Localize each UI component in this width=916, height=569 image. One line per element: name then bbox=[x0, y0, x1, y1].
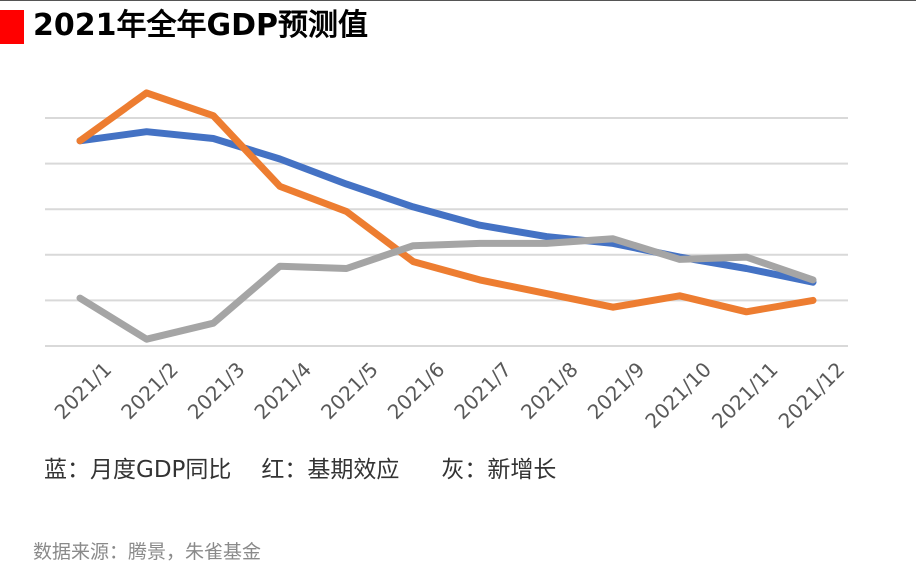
series-lines bbox=[76, 89, 817, 343]
title-accent-bar bbox=[0, 10, 24, 44]
legend-blue: 蓝：月度GDP同比 bbox=[44, 457, 232, 483]
series-line-orange bbox=[76, 89, 817, 316]
x-tick-label: 2021/7 bbox=[449, 357, 516, 424]
x-tick-label: 2021/10 bbox=[640, 357, 716, 433]
legend-gray: 灰：新增长 bbox=[441, 457, 557, 483]
x-tick-label: 2021/2 bbox=[116, 357, 183, 424]
data-source: 数据来源：腾景，朱雀基金 bbox=[33, 541, 262, 563]
legend: 蓝：月度GDP同比 红：基期效应 灰：新增长 bbox=[44, 452, 556, 488]
legend-red: 红：基期效应 bbox=[261, 457, 400, 483]
x-tick-label: 2021/6 bbox=[383, 357, 450, 424]
x-tick-label: 2021/4 bbox=[249, 357, 316, 424]
x-tick-labels: 2021/1 2021/2 2021/3 2021/4 2021/5 2021/6 2021… bbox=[50, 357, 850, 433]
x-tick-label: 2021/5 bbox=[316, 357, 383, 424]
x-tick-label: 2021/3 bbox=[183, 357, 250, 424]
x-tick-label: 2021/1 bbox=[50, 357, 117, 424]
x-tick-label: 2021/12 bbox=[774, 357, 850, 433]
series-line-gray bbox=[76, 235, 817, 343]
x-tick-label: 2021/8 bbox=[516, 357, 583, 424]
gridlines bbox=[45, 117, 848, 347]
top-border bbox=[0, 0, 916, 1]
x-tick-label: 2021/11 bbox=[707, 357, 783, 433]
x-tick-label: 2021/9 bbox=[583, 357, 650, 424]
page-title: 2021年全年GDP预测值 bbox=[33, 8, 369, 43]
